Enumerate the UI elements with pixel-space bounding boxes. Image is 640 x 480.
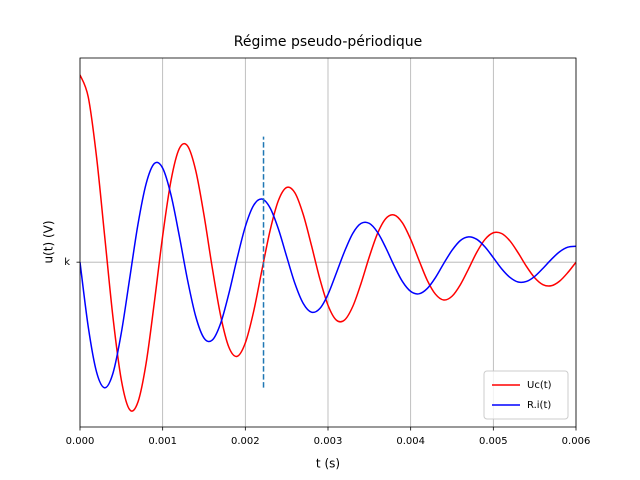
y-tick-label: k <box>64 257 70 268</box>
chart-title: Régime pseudo-périodique <box>234 34 422 50</box>
x-tick-label: 0.004 <box>396 436 425 447</box>
series-line <box>80 74 576 412</box>
plot-frame <box>79 57 577 428</box>
x-axis-label: t (s) <box>316 457 340 471</box>
x-tick-label: 0.002 <box>231 436 260 447</box>
legend-label: R.i(t) <box>527 400 551 411</box>
legend-label: Uc(t) <box>527 380 552 391</box>
x-tick-label: 0.000 <box>66 436 95 447</box>
x-tick-label: 0.005 <box>479 436 508 447</box>
series-line <box>80 161 576 389</box>
y-axis-label: u(t) (V) <box>42 220 56 263</box>
x-tick-label: 0.006 <box>562 436 591 447</box>
x-tick-label: 0.001 <box>148 436 177 447</box>
legend-box <box>483 370 569 420</box>
x-tick-label: 0.003 <box>314 436 343 447</box>
